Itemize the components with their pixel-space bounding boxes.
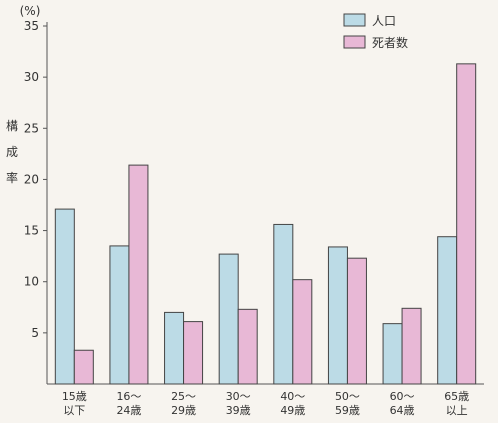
bar-deaths	[346, 257, 367, 385]
bar-deaths	[183, 321, 204, 385]
y-tick-label: 5	[31, 326, 39, 340]
legend-label: 人口	[372, 14, 396, 28]
y-axis-unit: (%)	[20, 4, 41, 18]
x-tick-label: 以上	[446, 404, 468, 417]
legend-swatch	[343, 35, 366, 49]
x-tick-label: 39歳	[226, 404, 251, 417]
bar-deaths	[237, 308, 258, 385]
y-axis-label-char: 構	[6, 119, 18, 133]
y-axis-label-char: 率	[6, 170, 18, 185]
bar-population	[54, 208, 75, 385]
legend-swatch	[343, 13, 366, 27]
x-tick-label: 64歳	[390, 404, 415, 417]
bar-population	[273, 223, 294, 385]
bar-population	[327, 246, 348, 385]
x-tick-label: 49歳	[280, 404, 305, 417]
x-tick-label: 29歳	[171, 404, 196, 417]
bar-population	[437, 236, 458, 385]
bar-deaths	[73, 349, 94, 385]
x-tick-label: 40～	[280, 390, 305, 403]
y-tick-label: 15	[24, 224, 39, 238]
x-tick-label: 16～	[116, 390, 141, 403]
x-tick-label: 25～	[171, 390, 196, 403]
bar-population	[382, 323, 403, 385]
y-tick-label: 30	[24, 70, 39, 84]
bar-deaths	[128, 164, 149, 385]
x-tick-label: 60～	[390, 390, 415, 403]
x-tick-label: 15歳	[62, 390, 87, 403]
bar-population	[218, 253, 239, 385]
x-tick-label: 以下	[63, 404, 85, 417]
bar-population	[164, 311, 185, 385]
y-tick-label: 25	[24, 121, 39, 135]
x-tick-label: 24歳	[116, 404, 141, 417]
x-tick-label: 50～	[335, 390, 360, 403]
y-tick-label: 20	[24, 172, 39, 186]
x-tick-label: 59歳	[335, 404, 360, 417]
bar-deaths	[401, 307, 422, 385]
y-axis-label-char: 成	[6, 145, 18, 159]
y-tick-label: 35	[24, 19, 39, 33]
bar-population	[109, 245, 130, 385]
y-tick-label: 10	[24, 275, 39, 289]
x-tick-label: 30～	[226, 390, 251, 403]
bar-deaths	[292, 279, 313, 385]
bar-deaths	[456, 63, 477, 385]
legend-label: 死者数	[372, 35, 408, 50]
x-tick-label: 65歳	[444, 390, 469, 403]
